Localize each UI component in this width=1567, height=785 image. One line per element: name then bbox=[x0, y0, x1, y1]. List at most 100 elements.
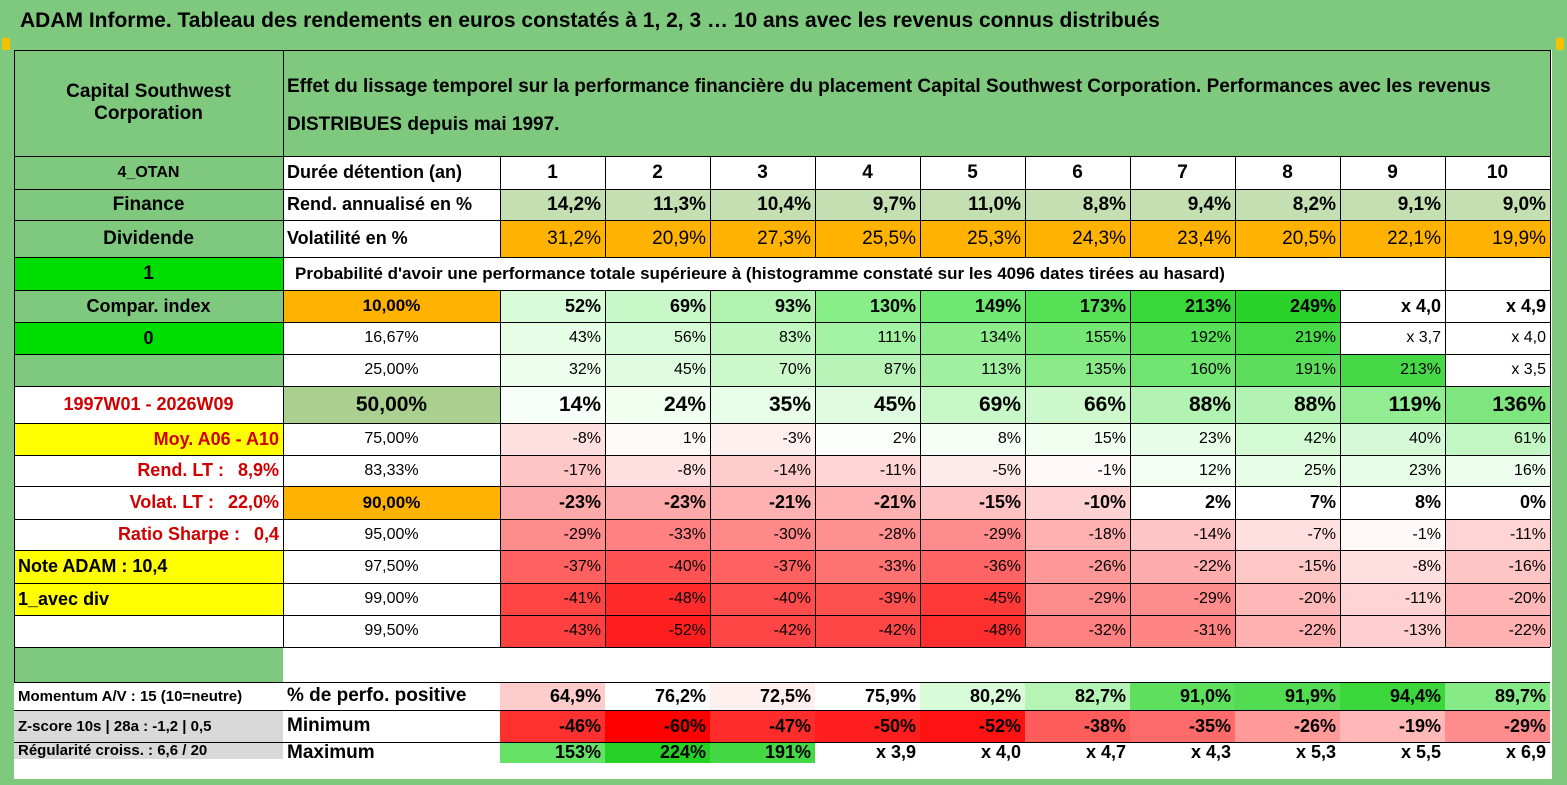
empty-cell bbox=[1445, 257, 1550, 290]
percentile-value: 213% bbox=[1130, 290, 1235, 322]
vol-value: 22,1% bbox=[1340, 220, 1445, 257]
percentile-value: -41% bbox=[500, 583, 605, 615]
percentile-value: -29% bbox=[500, 519, 605, 550]
stat-value: 64,9% bbox=[500, 682, 605, 710]
stat-value: -50% bbox=[815, 710, 920, 742]
grid-line bbox=[1444, 156, 1446, 257]
grid-line bbox=[1129, 156, 1131, 257]
grid-line bbox=[14, 155, 1550, 157]
percentile-value: x 4,0 bbox=[1445, 322, 1550, 354]
grid-line bbox=[14, 219, 1550, 221]
stat-value: 94,4% bbox=[1340, 682, 1445, 710]
percentile-value: 24% bbox=[605, 386, 710, 423]
percentile-value: 45% bbox=[605, 354, 710, 386]
grid-line bbox=[14, 49, 1550, 51]
percentile-label: 83,33% bbox=[283, 455, 500, 486]
stat-value: -19% bbox=[1340, 710, 1445, 742]
rend-value: 9,7% bbox=[815, 189, 920, 220]
percentile-value: 219% bbox=[1235, 322, 1340, 354]
stat-value: -26% bbox=[1235, 710, 1340, 742]
percentile-value: -42% bbox=[710, 615, 815, 647]
stat-value: -47% bbox=[710, 710, 815, 742]
grid-line bbox=[14, 681, 1550, 683]
percentile-label: 75,00% bbox=[283, 423, 500, 455]
percentile-value: 2% bbox=[1130, 486, 1235, 519]
stat-value: 191% bbox=[710, 742, 815, 763]
percentile-value: -48% bbox=[920, 615, 1025, 647]
stat-left-label: Z-score 10s | 28a : -1,2 | 0,5 bbox=[14, 710, 283, 742]
percentile-value: -21% bbox=[815, 486, 920, 519]
percentile-value: -52% bbox=[605, 615, 710, 647]
percentile-value: -7% bbox=[1235, 519, 1340, 550]
percentile-value: 135% bbox=[1025, 354, 1130, 386]
year-header: 10 bbox=[1486, 161, 1509, 183]
report-table: Capital Southwest Corporation Effet du li… bbox=[13, 49, 1552, 779]
proba-title: Probabilité d'avoir une performance tota… bbox=[295, 263, 1225, 283]
percentile-value: -15% bbox=[1235, 550, 1340, 583]
percentile-value: x 4,0 bbox=[1340, 290, 1445, 322]
grid-line bbox=[282, 50, 284, 647]
percentile-value: -29% bbox=[1130, 583, 1235, 615]
stat-value: 224% bbox=[605, 742, 710, 763]
grid-line bbox=[1549, 50, 1551, 156]
percentile-value: 119% bbox=[1340, 386, 1445, 423]
sharpe-ratio-value: 0,4 bbox=[253, 524, 279, 544]
sector-label: Finance bbox=[14, 189, 283, 220]
stat-value: x 6,9 bbox=[1445, 742, 1550, 763]
grid-line bbox=[1339, 156, 1341, 257]
percentile-value: 45% bbox=[815, 386, 920, 423]
rend-value: 14,2% bbox=[500, 189, 605, 220]
stat-label: Maximum bbox=[287, 742, 375, 763]
percentile-value: 83% bbox=[710, 322, 815, 354]
empty-cell bbox=[14, 354, 283, 386]
percentile-value: 66% bbox=[1025, 386, 1130, 423]
percentile-value: 0% bbox=[1445, 486, 1550, 519]
flag-one: 1 bbox=[14, 257, 283, 290]
rend-lt-label: Rend. LT : bbox=[137, 460, 224, 480]
percentile-value: -40% bbox=[605, 550, 710, 583]
percentile-label: 97,50% bbox=[283, 550, 500, 583]
percentile-value: 249% bbox=[1235, 290, 1340, 322]
vol-value: 24,3% bbox=[1025, 220, 1130, 257]
grid-line bbox=[14, 353, 1550, 355]
percentile-value: x 4,9 bbox=[1445, 290, 1550, 322]
vol-value: 20,9% bbox=[605, 220, 710, 257]
percentile-value: 87% bbox=[815, 354, 920, 386]
percentile-label: 99,00% bbox=[283, 583, 500, 615]
stat-value: 89,7% bbox=[1445, 682, 1550, 710]
compar-label: Compar. index bbox=[14, 290, 283, 322]
rend-value: 9,1% bbox=[1340, 189, 1445, 220]
percentile-value: -23% bbox=[605, 486, 710, 519]
percentile-value: 69% bbox=[605, 290, 710, 322]
percentile-value: -26% bbox=[1025, 550, 1130, 583]
stat-value: x 4,0 bbox=[920, 742, 1025, 763]
percentile-value: 25% bbox=[1235, 455, 1340, 486]
percentile-value: -45% bbox=[920, 583, 1025, 615]
grid-line bbox=[14, 454, 1550, 456]
percentile-value: -48% bbox=[605, 583, 710, 615]
corner-marker bbox=[2, 38, 10, 50]
percentile-value: -17% bbox=[500, 455, 605, 486]
stat-left-label: Régularité croiss. : 6,6 / 20 bbox=[14, 742, 283, 759]
percentile-value: 35% bbox=[710, 386, 815, 423]
year-header: 3 bbox=[757, 161, 768, 183]
rend-value: 8,2% bbox=[1235, 189, 1340, 220]
stat-value: -35% bbox=[1130, 710, 1235, 742]
moy-label: Moy. A06 - A10 bbox=[14, 423, 283, 455]
percentile-value: -32% bbox=[1025, 615, 1130, 647]
percentile-label: 50,00% bbox=[283, 386, 500, 423]
grid-line bbox=[1234, 156, 1236, 257]
spacer-cell bbox=[14, 647, 283, 682]
percentile-label: 10,00% bbox=[283, 290, 500, 322]
percentile-value: -37% bbox=[500, 550, 605, 583]
percentile-value: -14% bbox=[710, 455, 815, 486]
rend-value: 11,0% bbox=[920, 189, 1025, 220]
percentile-value: -37% bbox=[710, 550, 815, 583]
percentile-value: 192% bbox=[1130, 322, 1235, 354]
percentile-value: 56% bbox=[605, 322, 710, 354]
rend-lt-value: 8,9% bbox=[237, 460, 279, 480]
year-header: 1 bbox=[547, 161, 558, 183]
percentile-value: -1% bbox=[1340, 519, 1445, 550]
percentile-value: -20% bbox=[1235, 583, 1340, 615]
percentile-value: 8% bbox=[920, 423, 1025, 455]
